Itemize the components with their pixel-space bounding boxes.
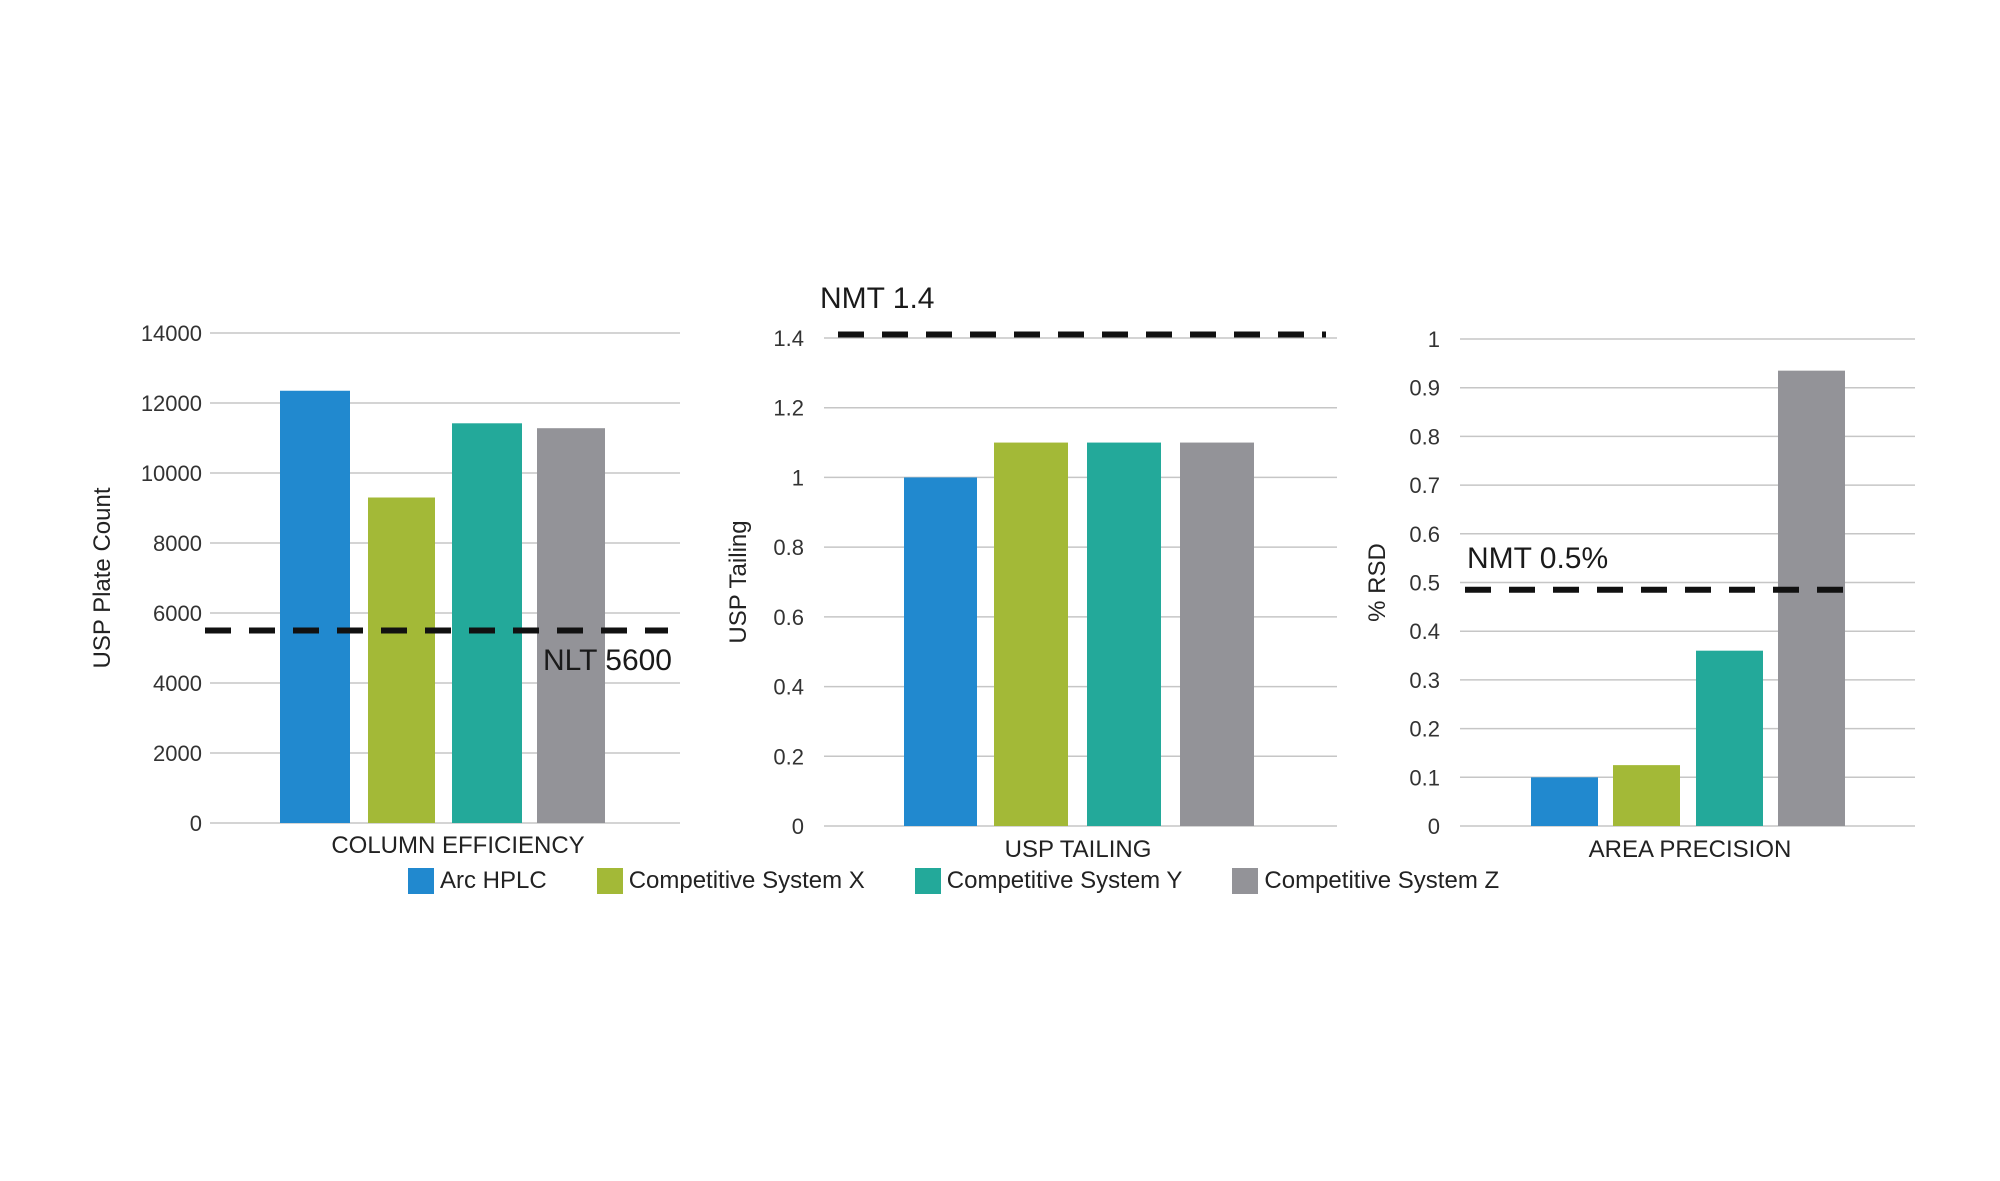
chart-column-efficiency: 0 2000 4000 6000 8000 10000 12000 14000 NLT 5600… xyxy=(89,321,680,859)
y-tick-label: 0.5 xyxy=(1409,571,1440,596)
y-tick-label: 8000 xyxy=(153,531,202,556)
x-category-label: USP TAILING xyxy=(1005,836,1152,863)
bar xyxy=(1180,442,1254,826)
legend-label: Competitive System X xyxy=(628,867,865,894)
x-category-label: AREA PRECISION xyxy=(1589,836,1792,863)
y-tick-label: 6000 xyxy=(153,601,202,626)
legend-swatch xyxy=(596,868,623,894)
y-tick-label: 0 xyxy=(792,814,804,839)
legend-item-competitive-system-z: Competitive System Z xyxy=(1232,867,1499,895)
legend-item-competitive-system-x: Competitive System X xyxy=(596,867,865,895)
legend-label: Arc HPLC xyxy=(440,867,547,894)
y-axis-title: USP Plate Count xyxy=(89,487,116,668)
y-tick-label: 0.4 xyxy=(1409,619,1440,644)
bar xyxy=(994,442,1068,826)
y-tick-label: 1.4 xyxy=(773,326,804,351)
y-tick-label: 0.2 xyxy=(773,744,804,769)
bar xyxy=(368,497,435,823)
x-category-label: COLUMN EFFICIENCY xyxy=(331,832,584,859)
legend-swatch xyxy=(914,868,941,894)
y-tick-label: 10000 xyxy=(141,461,202,486)
y-tick-label: 0 xyxy=(1428,814,1440,839)
threshold-label: NMT 0.5% xyxy=(1467,542,1608,575)
legend-item-arc-hplc: Arc HPLC xyxy=(408,867,547,895)
y-axis-title: % RSD xyxy=(1364,543,1391,622)
bar xyxy=(1531,777,1598,826)
y-axis-title: USP Tailing xyxy=(725,520,752,643)
legend-label: Competitive System Z xyxy=(1264,867,1500,894)
y-tick-label: 4000 xyxy=(153,671,202,696)
y-tick-label: 0.9 xyxy=(1409,376,1440,401)
y-tick-label: 0.8 xyxy=(1409,424,1440,449)
y-tick-label: 14000 xyxy=(141,321,202,346)
threshold-label: NLT 5600 xyxy=(543,644,672,677)
y-tick-label: 0.6 xyxy=(1409,522,1440,547)
y-tick-label: 1 xyxy=(792,465,804,490)
y-tick-label: 2000 xyxy=(153,741,202,766)
legend: Arc HPLC Competitive System X Competitiv… xyxy=(408,864,1549,898)
bar xyxy=(537,428,605,823)
legend-label: Competitive System Y xyxy=(946,867,1183,894)
y-tick-label: 0.1 xyxy=(1409,765,1440,790)
threshold-label: NMT 1.4 xyxy=(820,282,934,315)
legend-item-competitive-system-y: Competitive System Y xyxy=(914,867,1183,895)
y-tick-label: 1 xyxy=(1428,327,1440,352)
y-tick-label: 12000 xyxy=(141,391,202,416)
bar xyxy=(1087,442,1161,826)
legend-swatch xyxy=(408,868,434,894)
y-tick-label: 0.7 xyxy=(1409,473,1440,498)
y-tick-label: 0.3 xyxy=(1409,668,1440,693)
chart-area-precision: 0 0.1 0.2 0.3 0.4 0.5 0.6 0.7 0.8 0.9 1 NMT 0.5% % R… xyxy=(1364,327,1915,863)
bar xyxy=(1613,765,1680,826)
bar xyxy=(1696,650,1763,826)
y-tick-label: 0.2 xyxy=(1409,717,1440,742)
bar xyxy=(280,390,350,823)
bar xyxy=(904,477,977,826)
legend-swatch xyxy=(1232,868,1259,894)
y-tick-label: 0.6 xyxy=(773,605,804,630)
y-tick-label: 0 xyxy=(190,811,202,836)
bar xyxy=(1778,370,1845,826)
y-tick-label: 0.8 xyxy=(773,535,804,560)
chart-usp-tailing: 0 0.2 0.4 0.6 0.8 1 1.2 1.4 NMT 1.4 USP Tailing US… xyxy=(725,282,1337,863)
y-tick-label: 1.2 xyxy=(773,396,804,421)
y-tick-label: 0.4 xyxy=(773,675,804,700)
bar xyxy=(452,423,522,823)
